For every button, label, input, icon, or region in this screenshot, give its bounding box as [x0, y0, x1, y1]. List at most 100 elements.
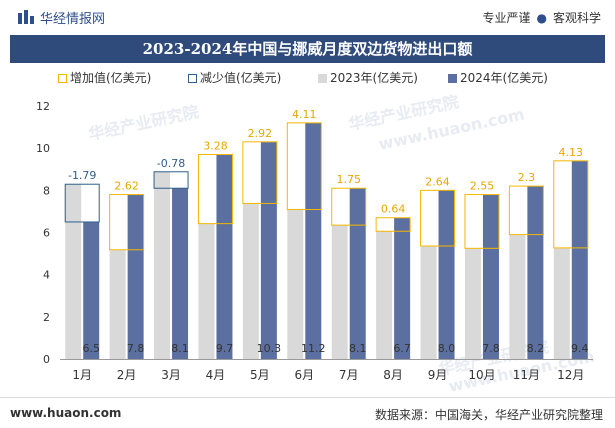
- bar-2024: [260, 141, 277, 359]
- value-label-2024: 11.2: [301, 342, 326, 355]
- increase-box: [286, 122, 322, 211]
- change-label: 3.28: [203, 139, 228, 152]
- chart-title: 2023-2024年中国与挪威月度双边货物进出口额: [10, 35, 605, 63]
- increase-box: [197, 153, 233, 225]
- value-label-2024: 9.4: [571, 342, 589, 355]
- value-label-2024: 8.1: [171, 342, 189, 355]
- bar-2024: [83, 221, 100, 359]
- y-tick-label: 2: [43, 311, 50, 324]
- bar-2024: [571, 160, 588, 359]
- bar-2024: [305, 122, 322, 359]
- change-label: 2.3: [518, 171, 536, 184]
- legend-increase-label: 增加值(亿美元): [70, 71, 152, 85]
- value-label-2024: 8.0: [438, 342, 456, 355]
- legend-increase: 增加值(亿美元): [58, 70, 151, 86]
- bar-2023: [331, 225, 348, 359]
- y-tick-label: 12: [36, 100, 50, 113]
- increase-box: [109, 194, 145, 251]
- change-label: 2.55: [470, 180, 495, 193]
- legend-2023-swatch: [318, 74, 327, 83]
- increase-box: [553, 160, 589, 249]
- bar-2023: [242, 203, 259, 359]
- slogan-left: 专业严谨: [482, 11, 531, 25]
- bar-chart: 华经产业研究院华经产业研究院华经产业研究院www.huaon.comwww.hu…: [36, 92, 596, 396]
- footer-source: 数据来源：中国海关，华经产业研究院整理: [374, 408, 603, 422]
- bar-2024: [127, 194, 144, 359]
- legend-2024-swatch: [448, 74, 457, 83]
- top-bar: 华经情报网 专业严谨 ● 客观科学: [0, 0, 615, 34]
- bar-2023: [553, 247, 570, 359]
- x-tick-label: 12月: [557, 368, 584, 382]
- change-label: 4.13: [559, 146, 584, 159]
- increase-box: [375, 217, 411, 232]
- slogan-right: 客观科学: [552, 11, 601, 25]
- y-tick-label: 6: [43, 227, 50, 240]
- legend-2023-label: 2023年(亿美元): [330, 71, 418, 85]
- bar-2023: [109, 249, 126, 359]
- bar-2023: [420, 245, 437, 359]
- increase-box: [420, 189, 456, 247]
- y-tick-label: 10: [36, 142, 50, 155]
- value-label-2024: 6.5: [82, 342, 100, 355]
- value-label-2024: 8.2: [527, 342, 545, 355]
- chart-logo-icon: [18, 10, 34, 24]
- legend-increase-swatch: [58, 74, 67, 83]
- bar-2023: [464, 248, 481, 359]
- bar-2024: [482, 194, 499, 359]
- change-label: 2.92: [248, 127, 273, 140]
- x-tick-label: 3月: [161, 368, 181, 382]
- value-label-2024: 9.7: [216, 342, 234, 355]
- increase-box: [464, 194, 500, 249]
- y-tick-label: 4: [43, 269, 50, 282]
- legend-2023: 2023年(亿美元): [318, 70, 418, 86]
- bar-2023: [509, 234, 526, 359]
- increase-box: [508, 185, 544, 236]
- bar-2024: [172, 188, 189, 359]
- x-tick-label: 5月: [250, 368, 270, 382]
- value-label-2024: 10.3: [257, 342, 282, 355]
- x-tick-label: 8月: [383, 368, 403, 382]
- value-label-2024: 7.8: [482, 342, 500, 355]
- bar-2024: [527, 186, 544, 359]
- value-label-2024: 8.1: [349, 342, 367, 355]
- legend-decrease-swatch: [188, 74, 197, 83]
- decrease-box: [64, 183, 100, 223]
- x-tick-label: 4月: [206, 368, 226, 382]
- legend-2024: 2024年(亿美元): [448, 70, 548, 86]
- change-label: 0.64: [381, 203, 406, 216]
- decrease-box: [153, 171, 189, 189]
- change-label: -1.79: [68, 169, 96, 182]
- slogan-dot-icon: ●: [536, 11, 547, 25]
- y-tick-label: 0: [43, 353, 50, 366]
- value-label-2024: 7.8: [127, 342, 145, 355]
- increase-box: [242, 141, 278, 204]
- legend-decrease: 减少值(亿美元): [188, 70, 281, 86]
- x-tick-label: 6月: [294, 368, 314, 382]
- bar-2024: [438, 190, 455, 359]
- chart-legend: 增加值(亿美元) 减少值(亿美元) 2023年(亿美元) 2024年(亿美元): [0, 70, 615, 90]
- change-label: 4.11: [292, 108, 317, 121]
- bar-2023: [376, 231, 393, 359]
- bar-2023: [287, 209, 304, 359]
- bar-2023: [65, 184, 82, 359]
- change-label: 1.75: [336, 173, 361, 186]
- bar-2023: [198, 223, 215, 359]
- footer: www.huaon.com 数据来源：中国海关，华经产业研究院整理: [0, 397, 615, 428]
- bar-2024: [216, 154, 233, 359]
- value-label-2024: 6.7: [393, 342, 411, 355]
- footer-url[interactable]: www.huaon.com: [10, 406, 122, 420]
- bar-2024: [349, 188, 366, 359]
- x-tick-label: 10月: [468, 368, 495, 382]
- watermark-text: 华经产业研究院: [87, 102, 201, 144]
- x-tick-label: 2月: [117, 368, 137, 382]
- legend-2024-label: 2024年(亿美元): [460, 71, 548, 85]
- legend-decrease-label: 减少值(亿美元): [200, 71, 282, 85]
- x-tick-label: 11月: [513, 368, 540, 382]
- y-tick-label: 8: [43, 184, 50, 197]
- slogan: 专业严谨 ● 客观科学: [482, 9, 601, 26]
- x-tick-label: 7月: [339, 368, 359, 382]
- x-tick-label: 9月: [428, 368, 448, 382]
- x-tick-label: 1月: [72, 368, 92, 382]
- bar-2024: [394, 217, 411, 359]
- bar-2023: [154, 171, 171, 359]
